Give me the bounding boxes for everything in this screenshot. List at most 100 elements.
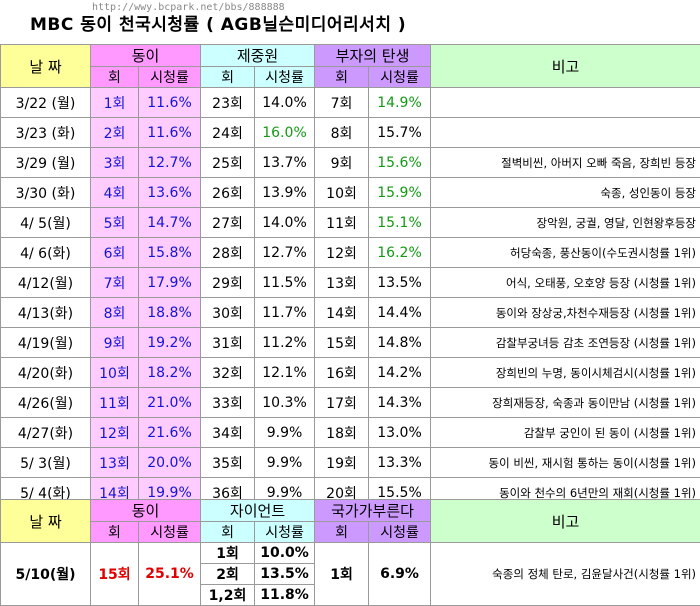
row-jejungwon-ep: 35회 (201, 448, 255, 478)
row-buja-ep: 17회 (315, 388, 369, 418)
row-jejungwon-ep: 23회 (201, 88, 255, 118)
row-note: 숙종, 성인동이 등장 (431, 178, 700, 208)
row-dongi-ep: 10회 (91, 358, 139, 388)
row-buja-ep: 12회 (315, 238, 369, 268)
row-jejungwon-rating: 14.0% (255, 208, 315, 238)
row2-giant-ep-2: 2회 (201, 564, 255, 585)
row-buja-rating: 14.8% (369, 328, 431, 358)
row-date: 3/30 (화) (1, 178, 91, 208)
row2-dongi-rating: 25.1% (139, 543, 201, 606)
ratings-table-new: 날 짜 동이 자이언트 국가가부른다 비고 회 시청률 회 시청률 회 시청률 … (0, 499, 700, 606)
row-buja-rating: 15.9% (369, 178, 431, 208)
row-jejungwon-ep: 33회 (201, 388, 255, 418)
row-dongi-ep: 5회 (91, 208, 139, 238)
row-jejungwon-ep: 25회 (201, 148, 255, 178)
row-dongi-ep: 12회 (91, 418, 139, 448)
row-buja-rating: 16.2% (369, 238, 431, 268)
header2-dongi-ep: 회 (91, 522, 139, 543)
row-note: 허당숙종, 풍산동이(수도권시청률 1위) (431, 238, 700, 268)
row-jejungwon-rating: 11.5% (255, 268, 315, 298)
header-date: 날 짜 (1, 45, 91, 88)
row2-note: 숙종의 정체 탄로, 김윤달사건(시청률 1위) (431, 543, 700, 606)
row-buja-rating: 15.1% (369, 208, 431, 238)
row-note: 동이 비씬, 재시험 통하는 동이(시청률 1위) (431, 448, 700, 478)
header-dongi: 동이 (91, 45, 201, 67)
row-dongi-ep: 11회 (91, 388, 139, 418)
row-dongi-ep: 7회 (91, 268, 139, 298)
row-dongi-rating: 21.0% (139, 388, 201, 418)
row-note: 동이와 장상궁,차천수재등장 (시청률 1위) (431, 298, 700, 328)
header-buja: 부자의 탄생 (315, 45, 431, 67)
row2-giant-rating-2: 13.5% (255, 564, 315, 585)
header-dongi-rating: 시청률 (139, 67, 201, 88)
header2-giant: 자이언트 (201, 500, 315, 522)
row-date: 4/12(월) (1, 268, 91, 298)
row-date: 4/ 6(화) (1, 238, 91, 268)
header-buja-rating: 시청률 (369, 67, 431, 88)
row-jejungwon-rating: 10.3% (255, 388, 315, 418)
row-dongi-rating: 19.2% (139, 328, 201, 358)
row-date: 4/ 5(월) (1, 208, 91, 238)
title-bar: http://wwy.bcpark.net/bbs/888888 MBC 동이 … (0, 0, 700, 44)
row-dongi-rating: 11.6% (139, 118, 201, 148)
row-jejungwon-ep: 34회 (201, 418, 255, 448)
header-dongi-ep: 회 (91, 67, 139, 88)
row-buja-rating: 14.3% (369, 388, 431, 418)
row-date: 4/13(화) (1, 298, 91, 328)
row-note (431, 88, 700, 118)
row-jejungwon-rating: 13.7% (255, 148, 315, 178)
row-dongi-ep: 1회 (91, 88, 139, 118)
row-buja-rating: 13.5% (369, 268, 431, 298)
row-jejungwon-rating: 9.9% (255, 448, 315, 478)
header-jejungwon-ep: 회 (201, 67, 255, 88)
row-dongi-ep: 8회 (91, 298, 139, 328)
row-jejungwon-ep: 26회 (201, 178, 255, 208)
ratings-table: 날 짜 동이 제중원 부자의 탄생 비고 회 시청률 회 시청률 회 시청률 3… (0, 44, 700, 508)
header2-nation-rating: 시청률 (369, 522, 431, 543)
row2-giant-ep-3: 1,2회 (201, 585, 255, 606)
row2-giant-rating-1: 10.0% (255, 543, 315, 564)
row-buja-ep: 10회 (315, 178, 369, 208)
header2-dongi-rating: 시청률 (139, 522, 201, 543)
row-jejungwon-rating: 11.2% (255, 328, 315, 358)
row-date: 3/23 (화) (1, 118, 91, 148)
row-date: 3/22 (월) (1, 88, 91, 118)
header2-giant-ep: 회 (201, 522, 255, 543)
row-dongi-rating: 12.7% (139, 148, 201, 178)
row-jejungwon-rating: 12.1% (255, 358, 315, 388)
row-dongi-rating: 21.6% (139, 418, 201, 448)
row-buja-rating: 13.0% (369, 418, 431, 448)
row-date: 4/19(월) (1, 328, 91, 358)
header2-nation: 국가가부른다 (315, 500, 431, 522)
row-dongi-rating: 14.7% (139, 208, 201, 238)
header2-nation-ep: 회 (315, 522, 369, 543)
header-jejungwon-rating: 시청률 (255, 67, 315, 88)
header2-note: 비고 (431, 500, 700, 543)
row-dongi-rating: 18.8% (139, 298, 201, 328)
header2-dongi: 동이 (91, 500, 201, 522)
row-dongi-ep: 2회 (91, 118, 139, 148)
row-jejungwon-rating: 11.7% (255, 298, 315, 328)
row-note: 장악원, 궁궐, 영달, 인현왕후등장 (431, 208, 700, 238)
row-jejungwon-ep: 29회 (201, 268, 255, 298)
row-jejungwon-ep: 24회 (201, 118, 255, 148)
row-date: 4/26(월) (1, 388, 91, 418)
row-jejungwon-ep: 31회 (201, 328, 255, 358)
row-buja-ep: 8회 (315, 118, 369, 148)
row-buja-ep: 16회 (315, 358, 369, 388)
row-buja-rating: 14.2% (369, 358, 431, 388)
row-jejungwon-ep: 30회 (201, 298, 255, 328)
row-buja-rating: 14.4% (369, 298, 431, 328)
header-jejungwon: 제중원 (201, 45, 315, 67)
row-date: 4/20(화) (1, 358, 91, 388)
row-note: 어식, 오태풍, 오호양 등장 (시청률 1위) (431, 268, 700, 298)
row-dongi-rating: 15.8% (139, 238, 201, 268)
row-jejungwon-rating: 13.9% (255, 178, 315, 208)
